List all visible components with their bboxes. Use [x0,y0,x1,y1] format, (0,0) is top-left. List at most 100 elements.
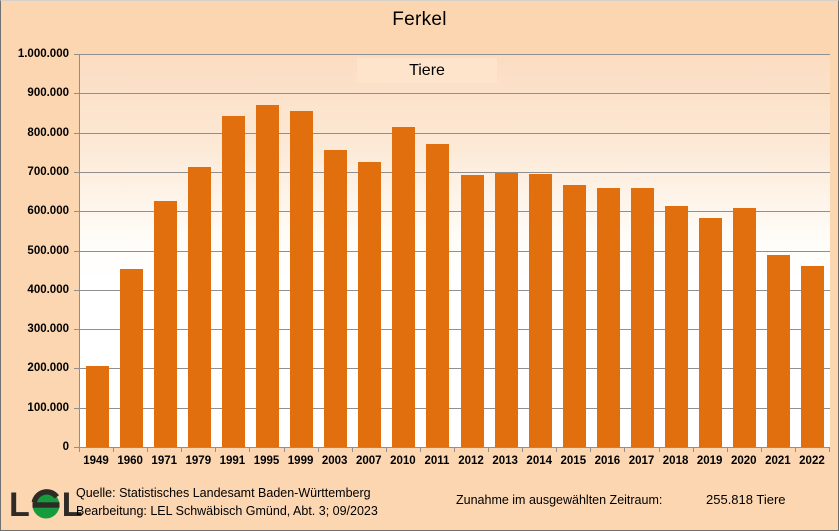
x-tick-label: 2022 [799,455,825,467]
x-tick [795,448,796,452]
x-tick [318,448,319,452]
x-tick [249,448,250,452]
bar-2019 [699,218,723,447]
lel-logo-e-icon [30,487,62,523]
gridline [80,93,830,94]
bar-1979 [187,167,211,447]
bar-2022 [801,265,825,447]
x-axis: 1949 1960 1971 1979 1991 1995 1999 2003 2007 2010… [79,448,830,474]
x-tick-label: 1999 [287,455,314,467]
gridline [80,211,830,212]
x-tick [147,448,148,452]
y-tick [74,93,79,94]
bar-2015 [562,184,586,447]
x-tick-label: 2013 [492,455,518,467]
x-tick [181,448,182,452]
summary-value: 255.818 Tiere [706,492,786,507]
bar-2021 [767,254,791,447]
bar-2014 [528,174,552,447]
x-tick [420,448,421,452]
x-tick-label: 1991 [219,455,246,467]
plot-area: Tiere [79,54,830,448]
y-tick [74,172,79,173]
bar-1991 [221,116,245,447]
x-tick-label: 2014 [526,455,553,467]
x-tick [284,448,285,452]
x-tick [829,448,830,452]
x-tick-label: 2011 [424,455,450,467]
bar-2020 [733,208,757,447]
x-tick [522,448,523,452]
lel-logo-letter-left: L [9,486,30,524]
gridline [80,290,830,291]
y-tick-label: 700.000 [27,166,69,178]
x-tick-label: 2019 [696,455,723,467]
y-tick [74,211,79,212]
x-tick [659,448,660,452]
gridline [80,54,830,55]
x-tick-label: 2015 [560,455,587,467]
bar-1995 [256,104,279,447]
x-tick-label: 2017 [628,455,655,467]
y-tick [74,329,79,330]
y-tick-label: 900.000 [27,87,69,99]
x-tick [693,448,694,452]
source-text: Quelle: Statistisches Landesamt Baden-Wü… [76,485,378,520]
y-tick-label: 500.000 [27,245,69,257]
x-tick [79,448,80,452]
y-tick [74,290,79,291]
y-tick-label: 100.000 [27,402,69,414]
x-tick [590,448,591,452]
bar-1971 [153,200,177,447]
footer: L L Quelle: Statistisches Landesamt Bade… [1,482,838,530]
bar-2018 [665,205,689,447]
y-tick-label: 600.000 [27,205,69,217]
x-tick-label: 1995 [253,455,280,467]
x-tick-label: 2016 [594,455,621,467]
gridline [80,133,830,134]
source-line2: Bearbeitung: LEL Schwäbisch Gmünd, Abt. … [76,503,378,518]
x-tick [727,448,728,452]
bar-2010 [392,126,416,447]
x-tick-label: 1971 [151,455,178,467]
x-tick-label: 2003 [321,455,348,467]
x-tick-label: 1960 [117,455,143,467]
x-tick-label: 2020 [730,455,757,467]
gridline [80,172,830,173]
y-tick [74,54,79,55]
x-tick-label: 2010 [390,455,416,467]
lel-logo-letter-right: L [61,486,83,524]
series-label: Tiere [357,58,497,83]
y-tick [74,251,79,252]
y-tick-label: 200.000 [27,362,69,374]
gridline [80,329,830,330]
bar-2003 [324,149,348,447]
x-tick-label: 2012 [458,455,484,467]
bar-2016 [596,188,620,447]
x-tick [761,448,762,452]
summary-label: Zunahme im ausgewählten Zeitraum: [456,493,663,507]
y-tick-label: 1.000.000 [17,48,69,60]
bar-2013 [494,173,518,447]
gridline [80,251,830,252]
y-tick [74,133,79,134]
x-tick [488,448,489,452]
x-tick-label: 2007 [355,455,382,467]
y-tick-label: 300.000 [27,323,69,335]
y-tick-label: 0 [62,441,69,453]
bar-1949 [85,366,109,447]
x-tick [556,448,557,452]
x-tick [624,448,625,452]
gridline [80,368,830,369]
bar-2012 [460,175,484,447]
x-tick [386,448,387,452]
source-line1: Quelle: Statistisches Landesamt Baden-Wü… [76,486,371,500]
x-tick-label: 2018 [662,455,689,467]
bar-1960 [119,268,143,447]
x-tick-label: 1979 [185,455,212,467]
y-tick-label: 800.000 [27,127,69,139]
bar-2007 [358,162,382,447]
x-tick-label: 1949 [83,455,109,467]
x-tick [352,448,353,452]
x-tick [113,448,114,452]
